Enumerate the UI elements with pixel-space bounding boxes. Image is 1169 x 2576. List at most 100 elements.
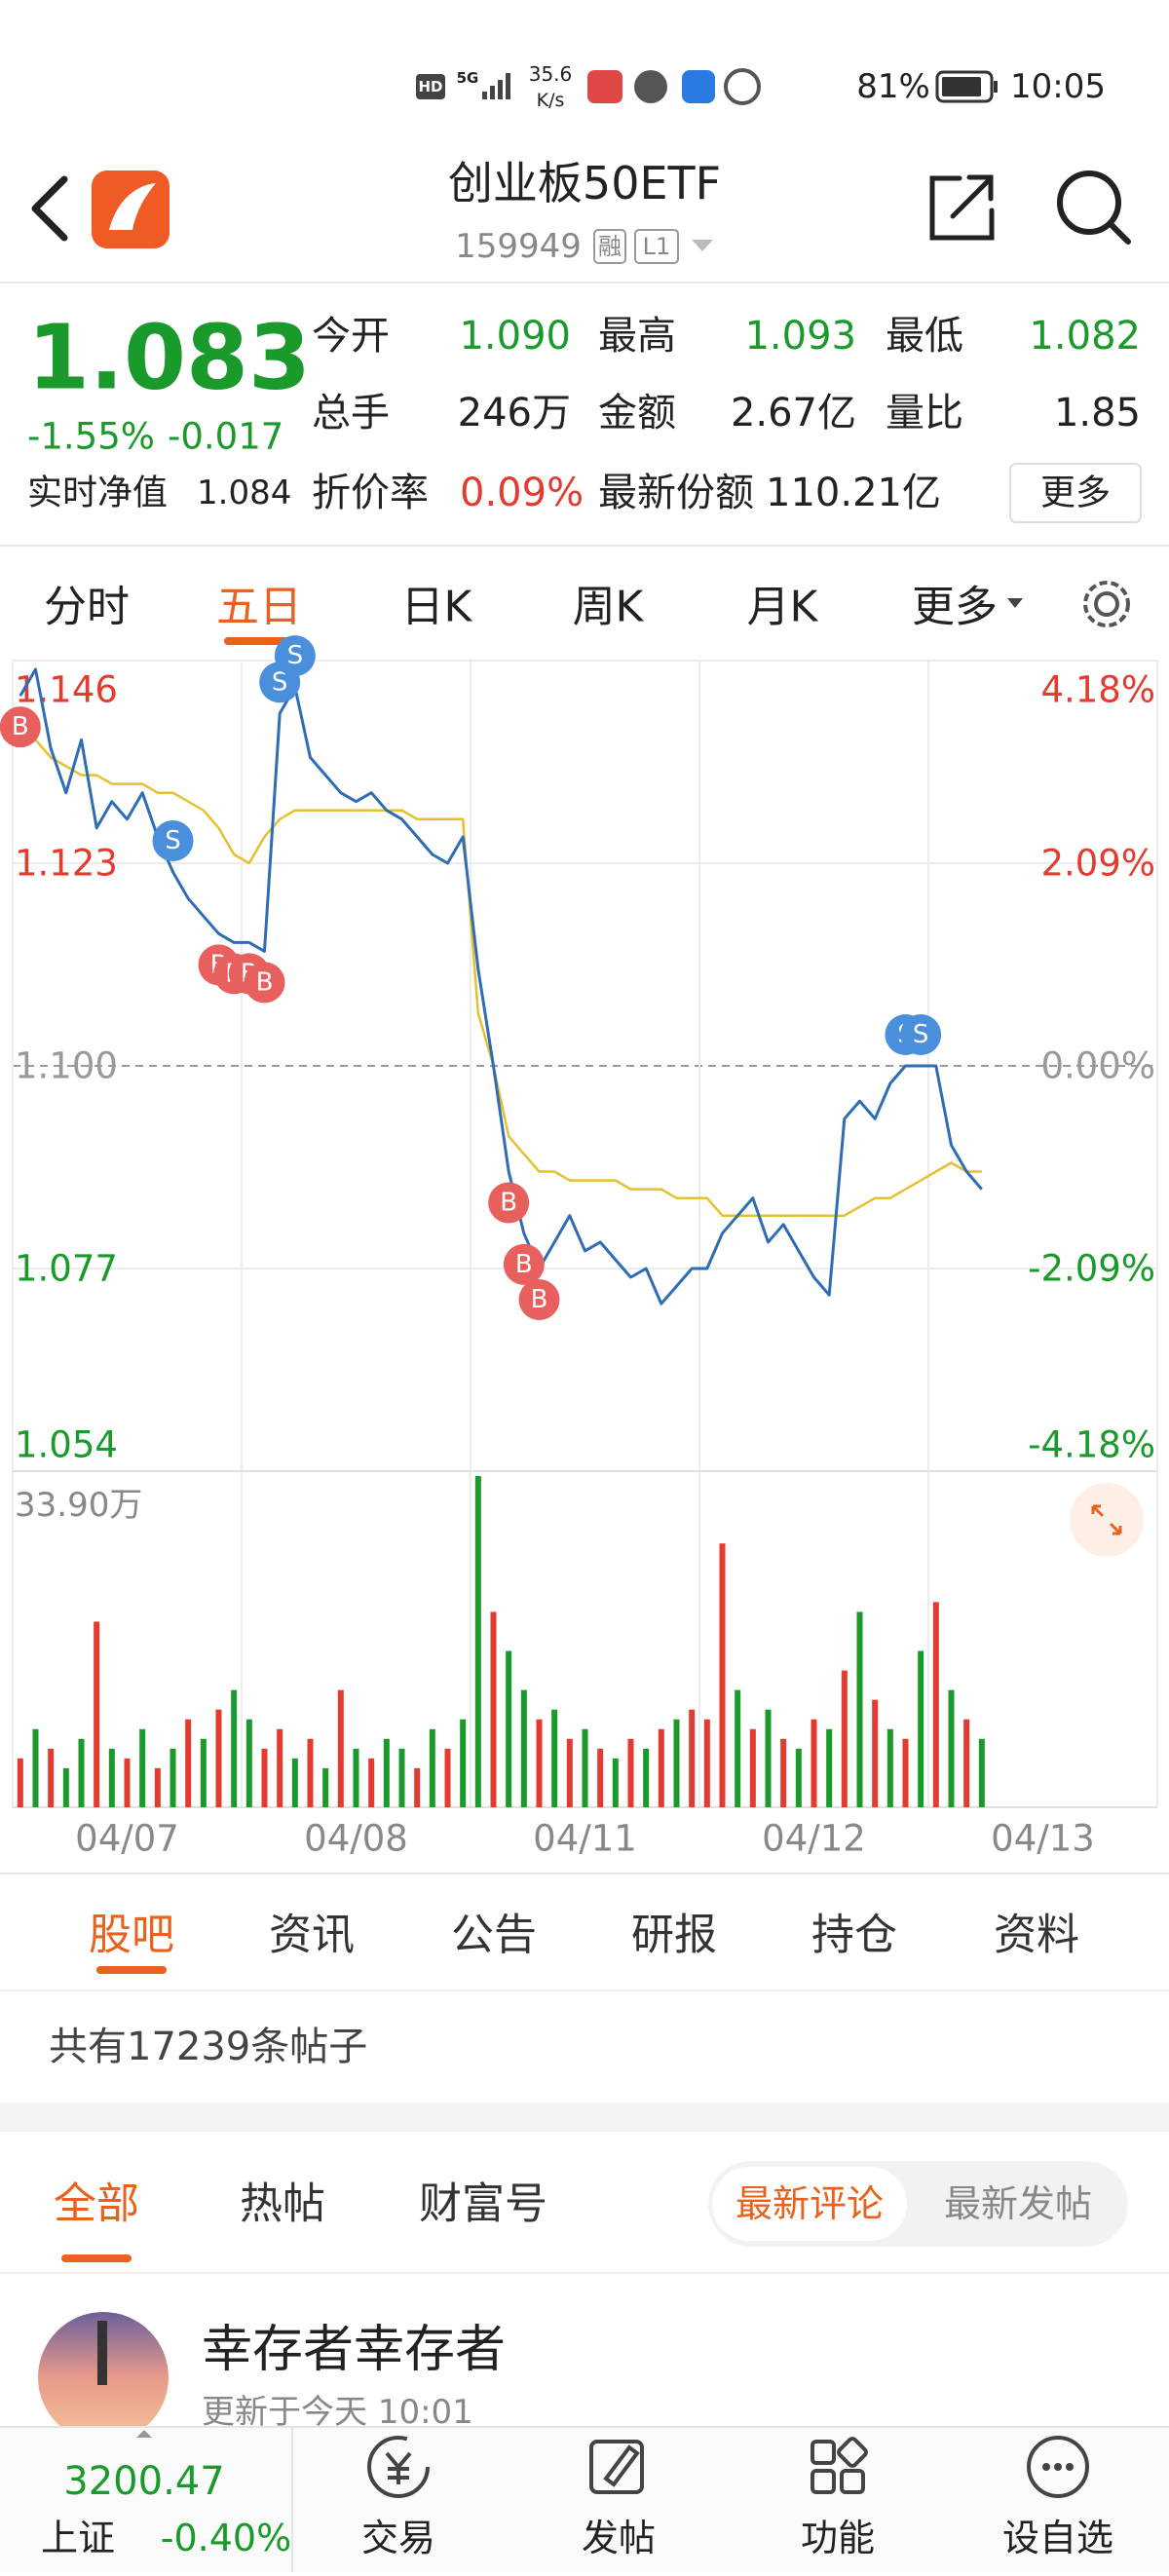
stat-label: 金额: [598, 391, 676, 436]
volume-bar: [597, 1748, 604, 1807]
forum-tab[interactable]: 持仓: [811, 1911, 897, 1960]
section-gap: [0, 2102, 1169, 2132]
volume-bar: [551, 1709, 558, 1807]
post-author[interactable]: 幸存者幸存者: [202, 2321, 506, 2379]
volume-bar: [886, 1728, 893, 1807]
stat-label: 量比: [886, 391, 963, 436]
app-logo-mark: [109, 183, 156, 230]
volume-bar: [444, 1748, 451, 1807]
stat-value: 1.093: [744, 314, 856, 359]
volume-bar: [291, 1758, 298, 1807]
y-tick-label: 1.077: [15, 1248, 118, 1290]
back-button[interactable]: [31, 175, 68, 242]
x-tick-label: 04/12: [762, 1818, 866, 1860]
nav-value: 1.084: [197, 474, 291, 512]
volume-bar: [62, 1767, 69, 1807]
volume-bar: [963, 1719, 970, 1807]
trade-signal-badge: [152, 820, 194, 862]
bottom-nav-label[interactable]: 功能: [801, 2517, 875, 2559]
volume-bar: [277, 1728, 283, 1807]
volume-bar: [948, 1689, 955, 1807]
more-button[interactable]: [1009, 463, 1142, 523]
index-value[interactable]: 3200.47: [63, 2459, 224, 2504]
stat-label: 今开: [312, 314, 390, 359]
dots: [1042, 2463, 1074, 2471]
settings-button[interactable]: [1083, 581, 1130, 627]
y2-tick-label: 2.09%: [1040, 843, 1155, 885]
volume-bar: [78, 1738, 85, 1807]
expand-arrow[interactable]: [136, 2430, 152, 2438]
trade-signal-label: B: [256, 967, 274, 997]
forum-tab[interactable]: 股吧: [89, 1911, 174, 1960]
post-filter[interactable]: 热帖: [240, 2179, 325, 2229]
app-notice-icon: [587, 70, 622, 103]
volume-bar: [231, 1689, 238, 1807]
chart-tab[interactable]: 分时: [44, 583, 130, 632]
net-speed-unit: K/s: [537, 90, 565, 111]
volume-bar: [582, 1728, 588, 1807]
forum-tab[interactable]: 研报: [631, 1911, 717, 1960]
y-tick-label: 1.123: [15, 843, 118, 885]
volume-bar: [398, 1748, 405, 1807]
expand-button[interactable]: [1070, 1483, 1144, 1557]
trade-signal-label: B: [500, 1189, 517, 1218]
post-time: 更新于今天 10:01: [202, 2393, 473, 2432]
volume-bar: [460, 1719, 467, 1807]
trade-signal-badge: [518, 1279, 560, 1320]
volume-bar: [215, 1709, 222, 1807]
last-price: 1.083: [27, 306, 311, 410]
volume-bar: [643, 1748, 650, 1807]
more-button-label[interactable]: 更多: [1040, 474, 1111, 513]
volume-bar: [703, 1719, 710, 1807]
battery-tip: [994, 81, 998, 93]
stat-value: 2.67亿: [731, 391, 856, 436]
index-change[interactable]: -0.40%: [161, 2517, 291, 2559]
y-tick-label: 1.100: [15, 1045, 118, 1087]
search-button[interactable]: [1057, 170, 1131, 245]
post-filter[interactable]: 财富号: [419, 2179, 547, 2229]
chart-tab[interactable]: 月K: [747, 583, 819, 632]
bottom-nav-label[interactable]: 设自选: [1002, 2517, 1113, 2559]
chart-tab[interactable]: 日K: [401, 583, 473, 632]
price-line: [19, 667, 983, 1306]
bottom-bar-bg: [0, 2427, 1169, 2572]
forum-tab[interactable]: 资料: [994, 1911, 1079, 1960]
chart-tab[interactable]: 更多: [912, 583, 998, 632]
bottom-nav-label[interactable]: 交易: [361, 2517, 435, 2559]
y2-tick-label: 4.18%: [1040, 669, 1155, 711]
volume-bar: [536, 1719, 543, 1807]
volume-bar: [841, 1670, 848, 1807]
bottom-nav-label[interactable]: 发帖: [582, 2517, 656, 2559]
volume-bar: [566, 1738, 573, 1807]
volume-bar: [17, 1758, 23, 1807]
dropdown-arrow[interactable]: [692, 240, 713, 251]
badge-frame: [634, 229, 679, 264]
volume-bar: [353, 1748, 359, 1807]
volume-bar: [154, 1767, 161, 1807]
bottom-bar: 3200.47 上证 -0.40% 交易 发帖 功能 设自选: [0, 2426, 1169, 2572]
forum-tab[interactable]: 资讯: [269, 1911, 355, 1960]
forum-tab[interactable]: 公告: [451, 1911, 537, 1960]
expand-icon: [1091, 1504, 1122, 1535]
chart-grid: [12, 660, 1158, 1808]
chart-tab[interactable]: 五日: [216, 583, 302, 632]
active-sort-pill: [712, 2167, 907, 2241]
post-item[interactable]: 幸存者幸存者 更新于今天 10:01: [38, 2312, 506, 2443]
change-amount: -0.017: [168, 416, 283, 458]
volume-bar: [429, 1728, 435, 1807]
post-filters: 全部 热帖 财富号 最新评论 最新发帖: [54, 2161, 1128, 2262]
header: 创业板50ETF 159949 融 L1: [0, 157, 1169, 284]
post-filter[interactable]: 全部: [54, 2179, 139, 2229]
net-speed: 35.6: [529, 62, 573, 86]
volume-bar: [94, 1621, 100, 1807]
sort-option[interactable]: 最新发帖: [944, 2182, 1092, 2225]
y2-tick-label: -4.18%: [1028, 1424, 1155, 1466]
chart-tab[interactable]: 周K: [573, 583, 645, 632]
index-name[interactable]: 上证: [41, 2517, 115, 2559]
app-notice-icon: [682, 70, 715, 103]
volume-bar: [48, 1748, 55, 1807]
share-button[interactable]: [929, 174, 995, 241]
sort-option[interactable]: 最新评论: [735, 2182, 884, 2225]
volume-bar: [245, 1719, 252, 1807]
